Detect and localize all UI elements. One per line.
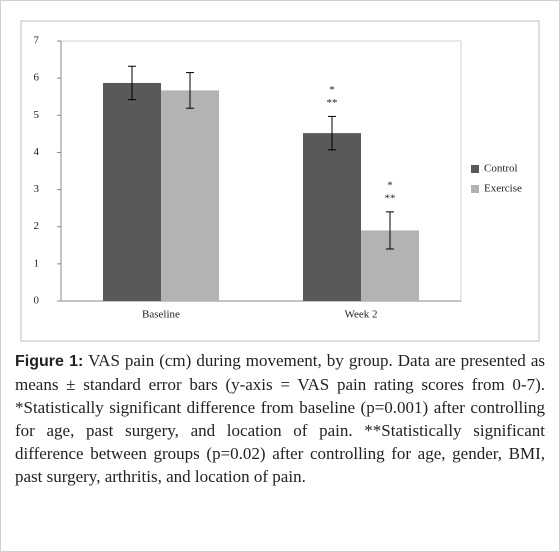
caption: Figure 1: VAS pain (cm) during movement,… [15, 349, 545, 488]
y-tick-label: 6 [34, 72, 40, 84]
legend-swatch [471, 165, 479, 173]
significance-mark: * [329, 84, 335, 96]
significance-mark: * [387, 179, 393, 191]
bar [161, 90, 219, 302]
caption-label: Figure 1: [15, 353, 84, 370]
legend-label: Control [484, 163, 518, 175]
y-tick-label: 5 [34, 109, 40, 121]
y-tick-label: 7 [34, 35, 40, 47]
significance-mark: ** [385, 192, 396, 204]
significance-mark: ** [327, 97, 338, 109]
legend-swatch [471, 185, 479, 193]
x-tick-label: Week 2 [344, 309, 377, 321]
y-tick-label: 2 [34, 220, 40, 232]
y-tick-label: 3 [34, 183, 40, 195]
legend-label: Exercise [484, 183, 522, 195]
y-tick-label: 1 [34, 257, 40, 269]
y-tick-label: 0 [34, 295, 40, 307]
caption-text: VAS pain (cm) during movement, by group.… [15, 351, 545, 486]
bar [303, 133, 361, 301]
y-tick-label: 4 [34, 146, 40, 158]
x-tick-label: Baseline [142, 309, 180, 321]
bar [103, 82, 161, 301]
